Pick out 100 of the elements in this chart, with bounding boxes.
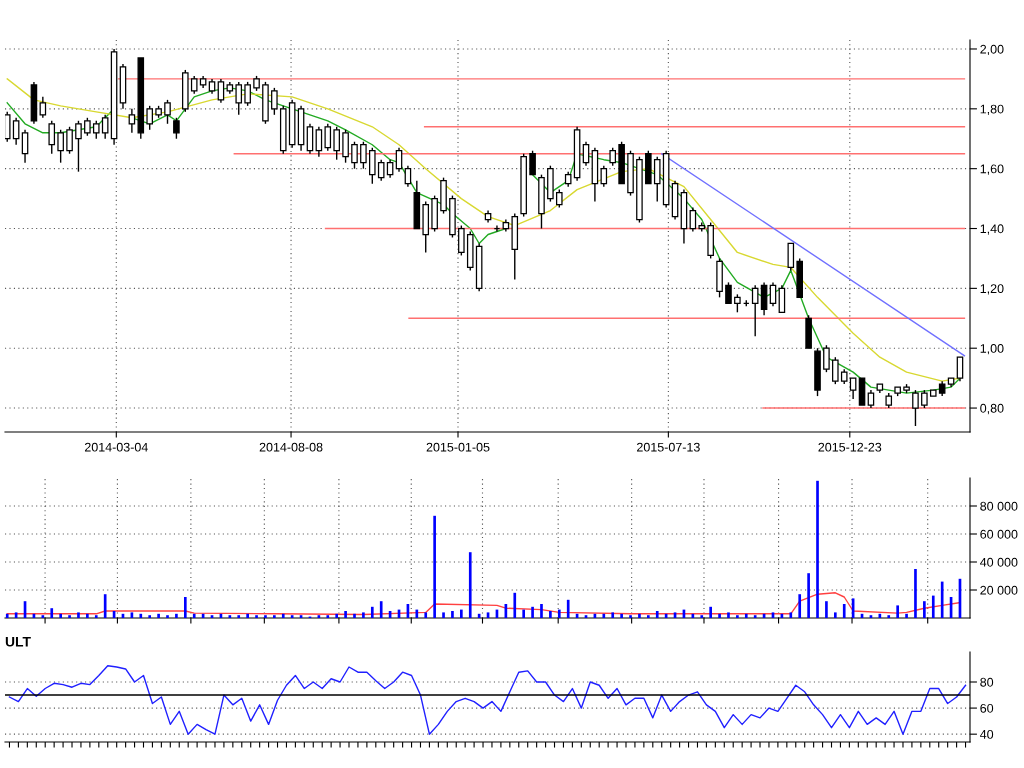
candlestick bbox=[271, 87, 278, 116]
bar bbox=[139, 613, 143, 618]
bar bbox=[379, 601, 383, 618]
bar bbox=[566, 599, 570, 618]
bar bbox=[183, 597, 187, 618]
bar bbox=[86, 613, 89, 618]
bar bbox=[709, 606, 712, 618]
bar bbox=[255, 615, 258, 618]
bar bbox=[638, 613, 641, 618]
candlestick bbox=[342, 129, 349, 164]
candlestick bbox=[787, 242, 795, 272]
candlestick bbox=[600, 164, 608, 188]
y-tick-label: 40 bbox=[980, 729, 994, 739]
candlestick bbox=[582, 141, 590, 167]
bar bbox=[620, 613, 623, 618]
candlestick bbox=[751, 284, 759, 337]
candlestick bbox=[769, 281, 777, 308]
bar bbox=[424, 612, 428, 618]
bar bbox=[362, 612, 365, 618]
y-tick-label: 1,40 bbox=[980, 224, 1004, 235]
candlestick bbox=[912, 389, 919, 427]
bar bbox=[531, 606, 534, 618]
bar bbox=[103, 594, 107, 618]
bar bbox=[700, 615, 704, 618]
bar bbox=[415, 609, 419, 618]
candlestick bbox=[75, 120, 82, 173]
bar bbox=[842, 604, 846, 618]
bar bbox=[468, 552, 472, 618]
bar bbox=[370, 606, 374, 618]
candlestick bbox=[164, 99, 171, 125]
bar bbox=[192, 613, 196, 618]
candlestick bbox=[351, 141, 358, 170]
candlestick bbox=[57, 129, 64, 164]
candlestick bbox=[404, 164, 412, 188]
y-tick-label: 1,80 bbox=[980, 104, 1004, 115]
candlestick bbox=[653, 156, 661, 203]
chart-title: ULT bbox=[5, 636, 31, 647]
candlestick bbox=[315, 126, 323, 158]
x-tick-label: 2015-07-13 bbox=[637, 442, 700, 452]
bar bbox=[611, 612, 615, 618]
bar bbox=[94, 615, 98, 618]
bar bbox=[905, 613, 908, 618]
bar bbox=[736, 615, 739, 618]
candlestick bbox=[66, 126, 73, 155]
bar bbox=[655, 611, 659, 618]
bar bbox=[335, 613, 339, 618]
bar bbox=[353, 613, 356, 618]
candlestick bbox=[235, 81, 243, 116]
bar bbox=[237, 615, 241, 618]
y-tick-label: 1,20 bbox=[980, 284, 1004, 295]
bar bbox=[5, 613, 9, 618]
bar bbox=[273, 615, 276, 618]
y-tick-label: 60 bbox=[980, 703, 994, 713]
bar bbox=[513, 592, 517, 618]
bar bbox=[281, 613, 285, 618]
bar bbox=[460, 609, 463, 618]
candlestick bbox=[324, 123, 332, 152]
candlestick bbox=[48, 120, 56, 155]
bar bbox=[540, 604, 543, 618]
x-tick-label: 2015-01-05 bbox=[426, 442, 490, 452]
candlestick bbox=[217, 78, 225, 104]
y-tick-label: 80 000 bbox=[980, 501, 1018, 511]
y-tick-label: 60 000 bbox=[980, 529, 1018, 539]
bar bbox=[753, 615, 757, 618]
candlestick bbox=[832, 356, 839, 385]
candlestick bbox=[5, 111, 11, 143]
candlestick bbox=[128, 108, 136, 134]
candlestick bbox=[529, 150, 536, 176]
y-tick-label: 1,60 bbox=[980, 164, 1004, 175]
candlestick bbox=[849, 377, 857, 400]
bar bbox=[557, 609, 561, 618]
bar bbox=[798, 594, 802, 618]
candlestick bbox=[395, 147, 403, 173]
candlestick bbox=[377, 158, 385, 182]
candlestick bbox=[689, 206, 697, 233]
y-tick-label: 2,00 bbox=[980, 44, 1004, 56]
line-series bbox=[8, 665, 967, 735]
candlestick bbox=[725, 281, 732, 305]
line-series bbox=[6, 592, 961, 616]
bar bbox=[228, 615, 232, 618]
bar bbox=[629, 615, 632, 618]
candlestick bbox=[306, 123, 314, 155]
bar bbox=[789, 612, 793, 618]
bar bbox=[718, 613, 721, 618]
bar bbox=[522, 609, 526, 618]
bar bbox=[166, 615, 169, 618]
bar bbox=[326, 615, 330, 618]
bar bbox=[148, 615, 152, 618]
bar bbox=[451, 611, 454, 618]
bar bbox=[931, 595, 935, 618]
y-tick-label: 0,80 bbox=[980, 403, 1004, 415]
candlestick bbox=[146, 105, 153, 131]
bar bbox=[549, 611, 552, 618]
candlestick bbox=[956, 356, 964, 382]
bar bbox=[816, 480, 819, 618]
bar bbox=[77, 612, 80, 618]
x-tick-label: 2014-03-04 bbox=[84, 442, 148, 452]
bar bbox=[825, 601, 828, 618]
bar bbox=[744, 613, 748, 618]
bar bbox=[727, 612, 730, 618]
